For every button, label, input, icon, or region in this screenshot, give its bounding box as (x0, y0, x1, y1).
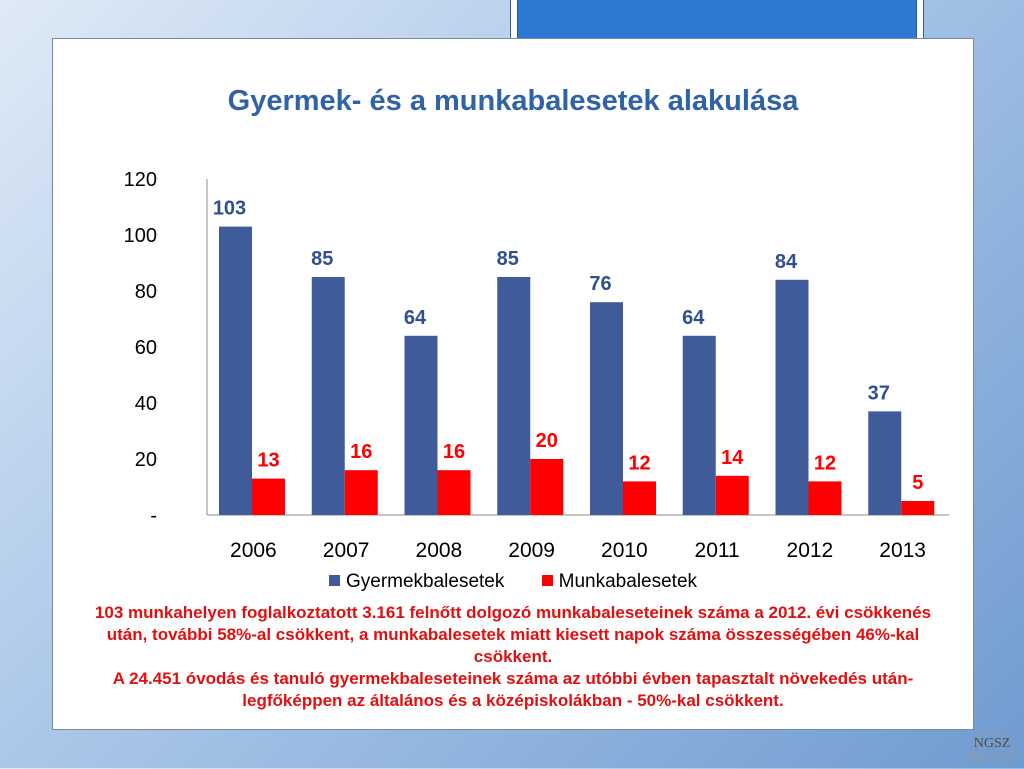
y-tick-label: - (150, 505, 157, 527)
bar-munkabalesetek (437, 470, 471, 515)
legend-item-gyermekbalesetek: Gyermekbalesetek (328, 571, 505, 593)
x-tick-label: 2012 (787, 539, 834, 562)
bar-gyermekbalesetek (219, 226, 252, 515)
y-tick-label: 120 (124, 169, 157, 191)
bar-munkabalesetek (252, 478, 285, 515)
legend-label-munkabalesetek: Munkabalesetek (558, 571, 698, 592)
x-tick-label: 2011 (695, 539, 740, 562)
bar-chart: - 20 40 60 80 100 120 103 13 2006 85 16 2007 64 16 2008… (124, 169, 949, 562)
bar-munkabalesetek (623, 481, 656, 515)
x-tick-label: 2006 (230, 539, 277, 562)
data-label-munkabalesetek: 5 (912, 472, 923, 494)
chart-legend: Gyermekbalesetek Munkabalesetek (53, 571, 973, 593)
footnote-paragraph-work-accidents: 103 munkahelyen foglalkoztatott 3.161 fe… (94, 603, 932, 666)
bar-gyermekbalesetek (682, 335, 716, 515)
bar-munkabalesetek (344, 470, 378, 515)
bar-munkabalesetek (901, 501, 935, 515)
bar-gyermekbalesetek (868, 411, 902, 515)
data-label-munkabalesetek: 12 (628, 452, 650, 474)
data-label-gyermekbalesetek: 84 (775, 251, 798, 273)
x-tick-label: 2010 (601, 539, 648, 562)
data-label-munkabalesetek: 12 (814, 452, 836, 474)
data-label-gyermekbalesetek: 64 (682, 307, 705, 329)
bar-gyermekbalesetek (404, 335, 438, 515)
data-label-gyermekbalesetek: 64 (404, 307, 427, 329)
bar-munkabalesetek (715, 475, 749, 515)
data-label-munkabalesetek: 16 (443, 441, 465, 463)
data-label-gyermekbalesetek: 85 (497, 248, 519, 270)
footnote-paragraph-child-accidents: A 24.451 óvodás és tanuló gyermekbaleset… (112, 669, 914, 710)
y-tick-label: 60 (135, 337, 157, 359)
bar-munkabalesetek (808, 481, 842, 515)
data-label-gyermekbalesetek: 37 (868, 382, 890, 404)
bar-gyermekbalesetek (311, 277, 345, 515)
footnote: 103 munkahelyen foglalkoztatott 3.161 fe… (73, 602, 953, 712)
slide-title: Gyermek- és a munkabalesetek alakulása (227, 85, 799, 117)
bar-gyermekbalesetek (497, 277, 531, 515)
data-label-munkabalesetek: 16 (350, 441, 372, 463)
data-label-munkabalesetek: 20 (536, 430, 558, 452)
bar-gyermekbalesetek (775, 279, 809, 515)
y-tick-label: 40 (135, 393, 157, 415)
data-label-gyermekbalesetek: 76 (589, 273, 611, 295)
data-label-munkabalesetek: 13 (257, 450, 279, 472)
legend-item-munkabalesetek: Munkabalesetek (541, 571, 698, 593)
logo-mesh-icon (967, 729, 1017, 763)
x-tick-label: 2009 (508, 539, 555, 562)
legend-label-gyermekbalesetek: Gyermekbalesetek (345, 571, 505, 592)
legend-swatch-munkabalesetek (541, 575, 553, 586)
data-label-gyermekbalesetek: 103 (213, 198, 246, 220)
data-label-gyermekbalesetek: 85 (311, 248, 333, 270)
data-label-munkabalesetek: 14 (721, 447, 744, 469)
logo-text: NGSZ (973, 736, 1011, 751)
slide: Gyermek- és a munkabalesetek alakulása -… (52, 38, 974, 730)
bar-munkabalesetek (530, 459, 564, 515)
x-tick-label: 2007 (323, 539, 370, 562)
x-tick-label: 2013 (879, 539, 926, 562)
y-tick-label: 100 (124, 225, 157, 247)
ngsz-logo: NGSZ (964, 728, 1020, 764)
bar-gyermekbalesetek (590, 302, 623, 515)
y-tick-label: 80 (135, 281, 157, 303)
y-tick-label: 20 (135, 449, 157, 471)
legend-swatch-gyermekbalesetek (328, 575, 340, 586)
x-tick-label: 2008 (416, 539, 463, 562)
